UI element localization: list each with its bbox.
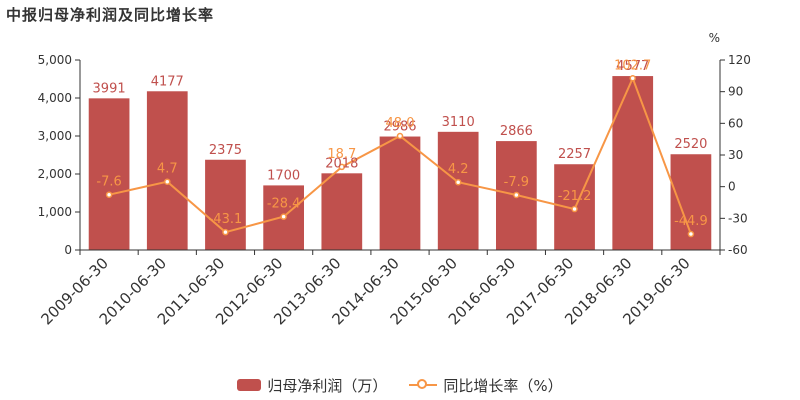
bar-value-label: 4177 xyxy=(151,74,184,89)
bar-2010-06-30 xyxy=(146,91,188,250)
growth-point-2014-06-30 xyxy=(396,132,404,140)
y-left-tick-label: 4,000 xyxy=(38,91,72,105)
chart-title: 中报归母净利润及同比增长率 xyxy=(6,6,215,24)
bar-2015-06-30 xyxy=(437,131,479,250)
y-right-axis-label: % xyxy=(709,31,720,45)
growth-value-label: 18.7 xyxy=(327,147,356,162)
bars-layer xyxy=(88,76,712,250)
y-right-tick-label: 60 xyxy=(728,116,743,130)
legend-bar-swatch xyxy=(237,379,262,391)
growth-point-2012-06-30 xyxy=(280,213,287,220)
y-right-tick-label: -30 xyxy=(728,211,748,225)
growth-point-2010-06-30 xyxy=(164,178,171,185)
growth-point-2015-06-30 xyxy=(454,178,462,186)
y-right-tick-label: 90 xyxy=(728,85,743,99)
y-left-tick-label: 2,000 xyxy=(38,167,72,181)
legend-item-growth[interactable]: 同比增长率（%） xyxy=(409,375,563,396)
bar-2009-06-30 xyxy=(88,98,130,250)
growth-value-label: -44.9 xyxy=(674,214,708,229)
growth-point-2013-06-30 xyxy=(338,163,346,171)
bar-value-label: 3991 xyxy=(93,81,126,96)
legend-item-profit[interactable]: 归母净利润（万） xyxy=(237,375,387,396)
growth-value-label: 48.0 xyxy=(386,116,415,131)
bar-2014-06-30 xyxy=(379,136,421,250)
y-right-tick-label: 30 xyxy=(728,148,743,162)
growth-point-2009-06-30 xyxy=(105,191,113,198)
growth-value-label: 102.7 xyxy=(614,58,651,73)
y-right-tick-label: -60 xyxy=(728,243,748,257)
bar-value-label: 3110 xyxy=(442,115,475,130)
bar-value-label: 2018 xyxy=(325,156,358,171)
legend-label-profit: 归母净利润（万） xyxy=(267,376,388,395)
growth-value-label: -7.6 xyxy=(96,175,121,190)
y-left-tick-label: 1,000 xyxy=(38,205,72,219)
growth-point-2019-06-30 xyxy=(687,230,695,238)
y-left-tick-label: 5,000 xyxy=(38,53,72,67)
y-left-tick-label: 0 xyxy=(64,243,72,257)
bar-2011-06-30 xyxy=(205,159,246,250)
bar-value-label: 2375 xyxy=(209,143,242,158)
bar-value-label: 2257 xyxy=(558,147,591,162)
legend: 归母净利润（万） 同比增长率（%） xyxy=(0,374,800,396)
line-layer xyxy=(105,75,695,238)
bar-value-label: 4577 xyxy=(616,59,649,74)
growth-value-label: -43.1 xyxy=(209,212,243,227)
bar-value-label: 1700 xyxy=(267,168,300,183)
growth-point-2018-06-30 xyxy=(629,75,636,82)
bar-value-label: 2520 xyxy=(674,137,707,152)
growth-value-label: -7.9 xyxy=(504,175,529,190)
bar-2013-06-30 xyxy=(321,173,363,250)
growth-value-label: 4.7 xyxy=(157,162,178,177)
labels-layer: 3991 4177 2375 1700 2018 2986 3110 2866 2257 4577… xyxy=(93,58,708,229)
growth-value-label: -28.4 xyxy=(267,197,301,212)
growth-point-2017-06-30 xyxy=(571,205,578,213)
bar-2018-06-30 xyxy=(612,76,654,250)
growth-point-2016-06-30 xyxy=(513,191,520,199)
growth-point-2011-06-30 xyxy=(222,228,229,236)
y-right-tick-label: 120 xyxy=(728,53,751,67)
y-right-tick-label: 0 xyxy=(728,180,736,194)
y-left-tick-label: 3,000 xyxy=(38,129,72,143)
growth-value-label: -21.2 xyxy=(558,189,592,204)
legend-line-swatch xyxy=(409,378,438,392)
bar-value-label: 2986 xyxy=(383,120,416,135)
legend-label-growth: 同比增长率（%） xyxy=(443,376,563,395)
bar-value-label: 2866 xyxy=(500,124,533,139)
growth-value-label: 4.2 xyxy=(448,162,469,177)
